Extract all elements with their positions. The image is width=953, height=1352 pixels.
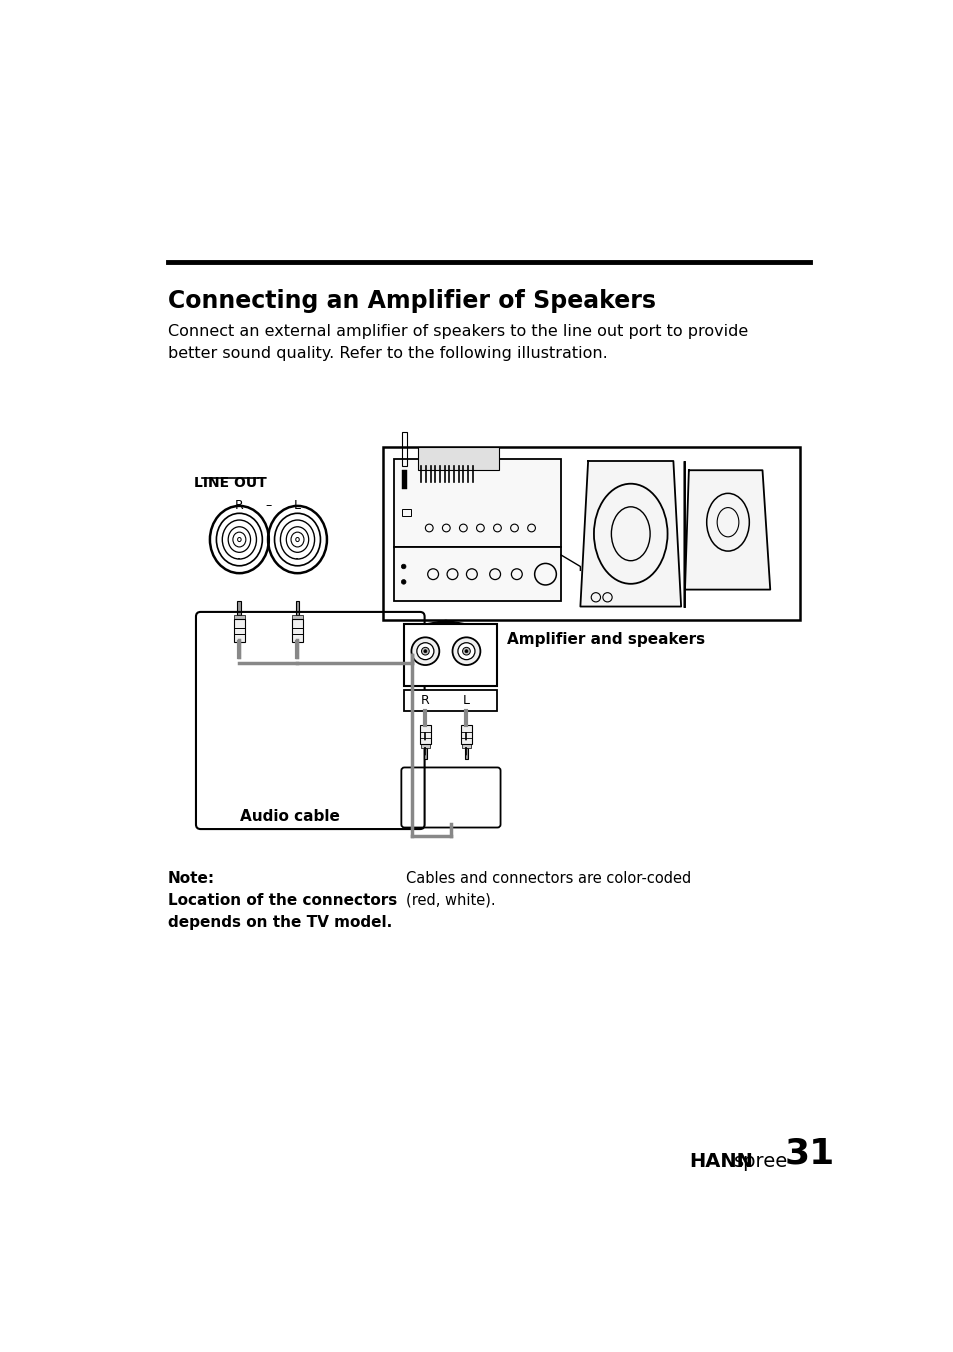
Text: LINE OUT: LINE OUT: [193, 476, 266, 489]
Circle shape: [416, 642, 434, 660]
Text: Connect an external amplifier of speakers to the line out port to provide
better: Connect an external amplifier of speaker…: [168, 324, 747, 361]
Circle shape: [421, 648, 429, 654]
Ellipse shape: [233, 533, 246, 548]
Text: Audio cable: Audio cable: [239, 808, 339, 823]
Bar: [404, 690, 497, 711]
Text: spree: spree: [733, 1152, 787, 1171]
Bar: [394, 458, 560, 548]
Bar: [292, 615, 303, 619]
Bar: [461, 745, 471, 748]
Polygon shape: [579, 461, 680, 607]
Circle shape: [462, 648, 470, 654]
Bar: [402, 431, 406, 466]
Bar: [419, 725, 431, 745]
Bar: [402, 508, 411, 516]
Circle shape: [464, 650, 468, 653]
Circle shape: [423, 650, 427, 653]
Bar: [464, 748, 468, 758]
Circle shape: [411, 637, 439, 665]
Bar: [417, 448, 498, 470]
Ellipse shape: [295, 538, 299, 542]
Bar: [233, 619, 245, 642]
Text: Amplifier and speakers: Amplifier and speakers: [506, 631, 704, 648]
Bar: [237, 602, 241, 615]
Ellipse shape: [237, 538, 241, 542]
Text: R: R: [420, 694, 429, 707]
Bar: [394, 548, 560, 602]
Bar: [382, 448, 799, 621]
Text: R: R: [234, 499, 244, 511]
Circle shape: [401, 580, 406, 584]
Bar: [295, 602, 299, 615]
Ellipse shape: [291, 533, 304, 548]
Text: L: L: [462, 694, 470, 707]
Bar: [460, 725, 472, 745]
Text: 31: 31: [783, 1137, 834, 1171]
Bar: [292, 619, 303, 642]
Text: L: L: [294, 499, 301, 511]
Text: Connecting an Amplifier of Speakers: Connecting an Amplifier of Speakers: [168, 289, 656, 314]
Circle shape: [452, 637, 480, 665]
Bar: [402, 470, 406, 489]
Bar: [233, 615, 245, 619]
Text: Cables and connectors are color-coded
(red, white).: Cables and connectors are color-coded (r…: [406, 871, 691, 907]
Text: HANN: HANN: [688, 1152, 752, 1171]
Circle shape: [401, 564, 406, 569]
Text: –: –: [265, 499, 272, 511]
Polygon shape: [424, 621, 467, 625]
Bar: [423, 748, 427, 758]
Bar: [404, 625, 497, 685]
Text: Note:
Location of the connectors
depends on the TV model.: Note: Location of the connectors depends…: [168, 871, 396, 930]
Bar: [420, 745, 430, 748]
Polygon shape: [684, 470, 769, 589]
Circle shape: [457, 642, 475, 660]
